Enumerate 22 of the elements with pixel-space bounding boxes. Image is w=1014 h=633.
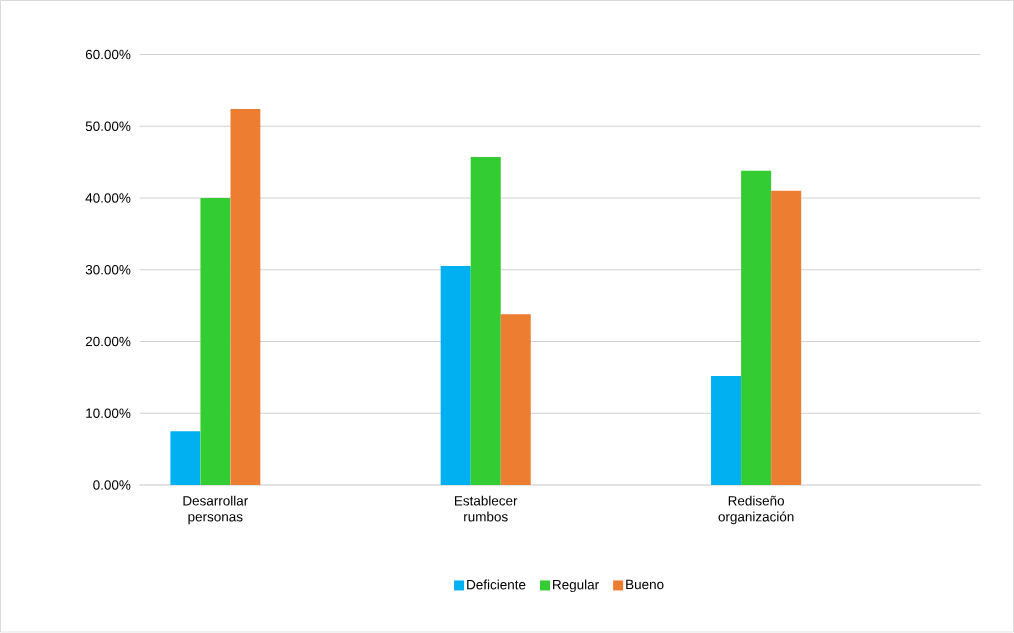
bar (200, 198, 231, 486)
y-tick-label: 30.00% (85, 265, 131, 275)
y-tick-label: 50.00% (85, 121, 131, 132)
bar (711, 376, 742, 486)
x-tick-label: Rediseño organización (718, 495, 794, 525)
x-tick-label: Desarrollar personas (183, 495, 248, 525)
y-tick-label: 0.00% (93, 480, 131, 490)
bar (500, 314, 531, 486)
legend-label: Regular (553, 579, 599, 593)
bar (170, 431, 201, 486)
bar (440, 266, 471, 486)
x-tick-label: Establecer rumbos (455, 495, 518, 522)
y-tick-label: 40.00% (85, 193, 131, 203)
y-tick-label: 20.00% (85, 336, 131, 347)
bar (230, 109, 261, 486)
y-tick-label: 60.00% (85, 49, 131, 60)
bar (470, 157, 501, 486)
y-tick-label: 10.00% (86, 408, 131, 419)
legend-label: Deficiente (467, 579, 526, 590)
legend-label: Bueno (626, 580, 664, 590)
bar (741, 170, 772, 486)
bar (771, 191, 802, 486)
